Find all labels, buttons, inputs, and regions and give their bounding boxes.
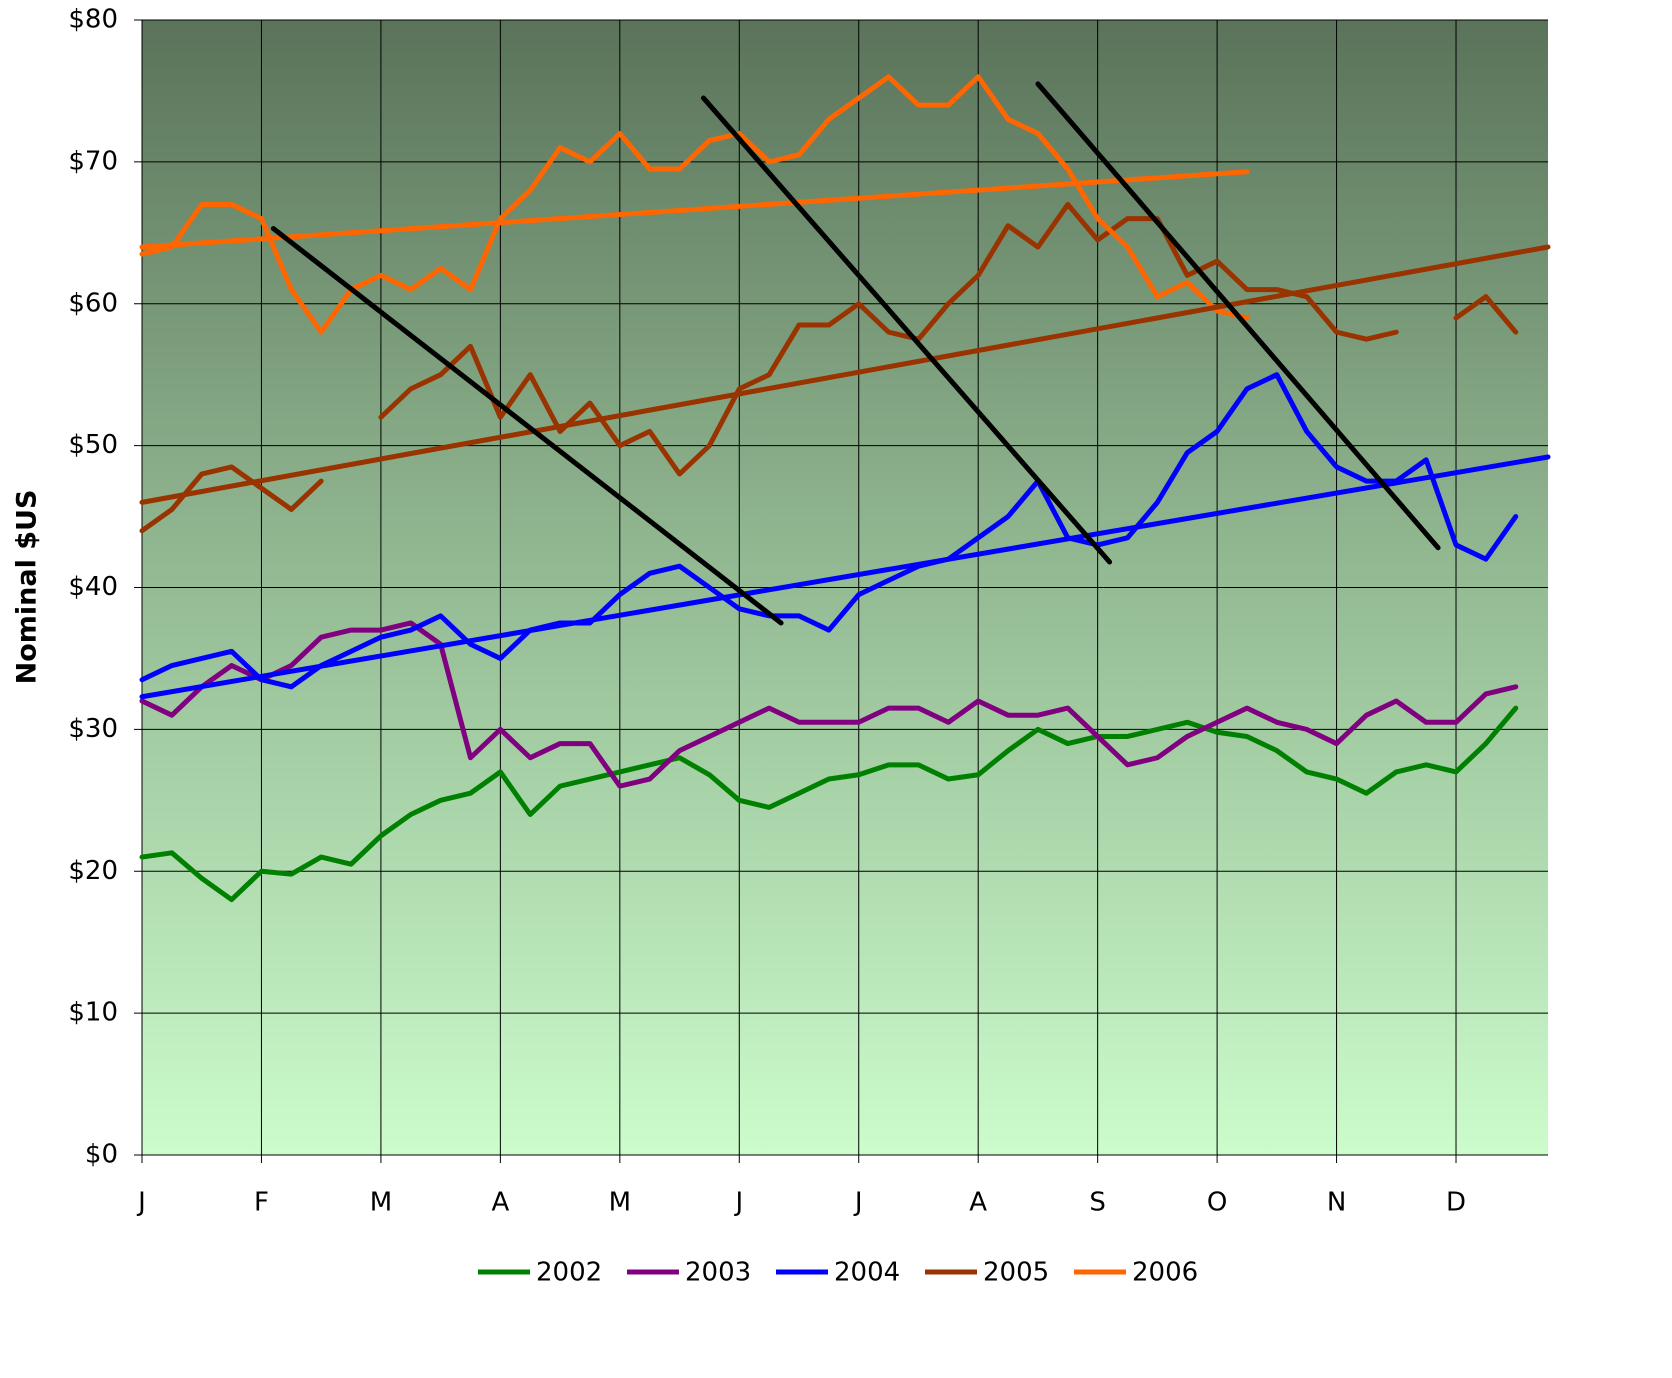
legend-label: 2005 — [983, 1258, 1049, 1288]
trend-line — [270, 226, 784, 626]
trend-line — [1035, 81, 1441, 551]
series-line — [139, 74, 1250, 335]
y-tick-label: $40 — [68, 572, 118, 602]
x-tick-label: N — [1327, 1188, 1346, 1218]
y-tick-label: $10 — [68, 998, 118, 1028]
y-tick-label: $20 — [68, 856, 118, 886]
y-tick-label: $80 — [68, 5, 118, 35]
legend-label: 2003 — [685, 1258, 751, 1288]
x-tick-label: A — [491, 1188, 509, 1218]
legend-label: 2006 — [1132, 1258, 1198, 1288]
y-axis-label: Nominal $US — [12, 490, 43, 685]
x-tick-label: J — [136, 1188, 146, 1218]
legend-label: 2004 — [834, 1258, 900, 1288]
y-tick-label: $30 — [68, 714, 118, 744]
trend-line — [139, 169, 1250, 250]
x-tick-label: J — [733, 1188, 743, 1218]
x-tick-label: O — [1207, 1188, 1227, 1218]
x-tick-label: D — [1446, 1188, 1466, 1218]
series-line — [139, 372, 1519, 690]
y-tick-label: $0 — [85, 1140, 118, 1170]
y-tick-label: $50 — [68, 430, 118, 460]
x-tick-label: M — [370, 1188, 392, 1218]
series-line — [139, 464, 324, 534]
series-line — [1453, 294, 1519, 335]
y-tick-label: $60 — [68, 288, 118, 318]
x-tick-label: S — [1089, 1188, 1106, 1218]
trend-line — [139, 244, 1551, 505]
trend-line — [139, 454, 1551, 700]
legend-label: 2002 — [536, 1258, 602, 1288]
y-tick-label: $70 — [68, 146, 118, 176]
x-tick-label: F — [254, 1188, 269, 1218]
series-line — [139, 705, 1519, 903]
x-tick-label: J — [853, 1188, 863, 1218]
x-tick-label: M — [609, 1188, 631, 1218]
trend-line — [700, 95, 1113, 565]
series-line — [139, 620, 1519, 789]
x-tick-label: A — [969, 1188, 987, 1218]
series-line — [378, 201, 1399, 477]
